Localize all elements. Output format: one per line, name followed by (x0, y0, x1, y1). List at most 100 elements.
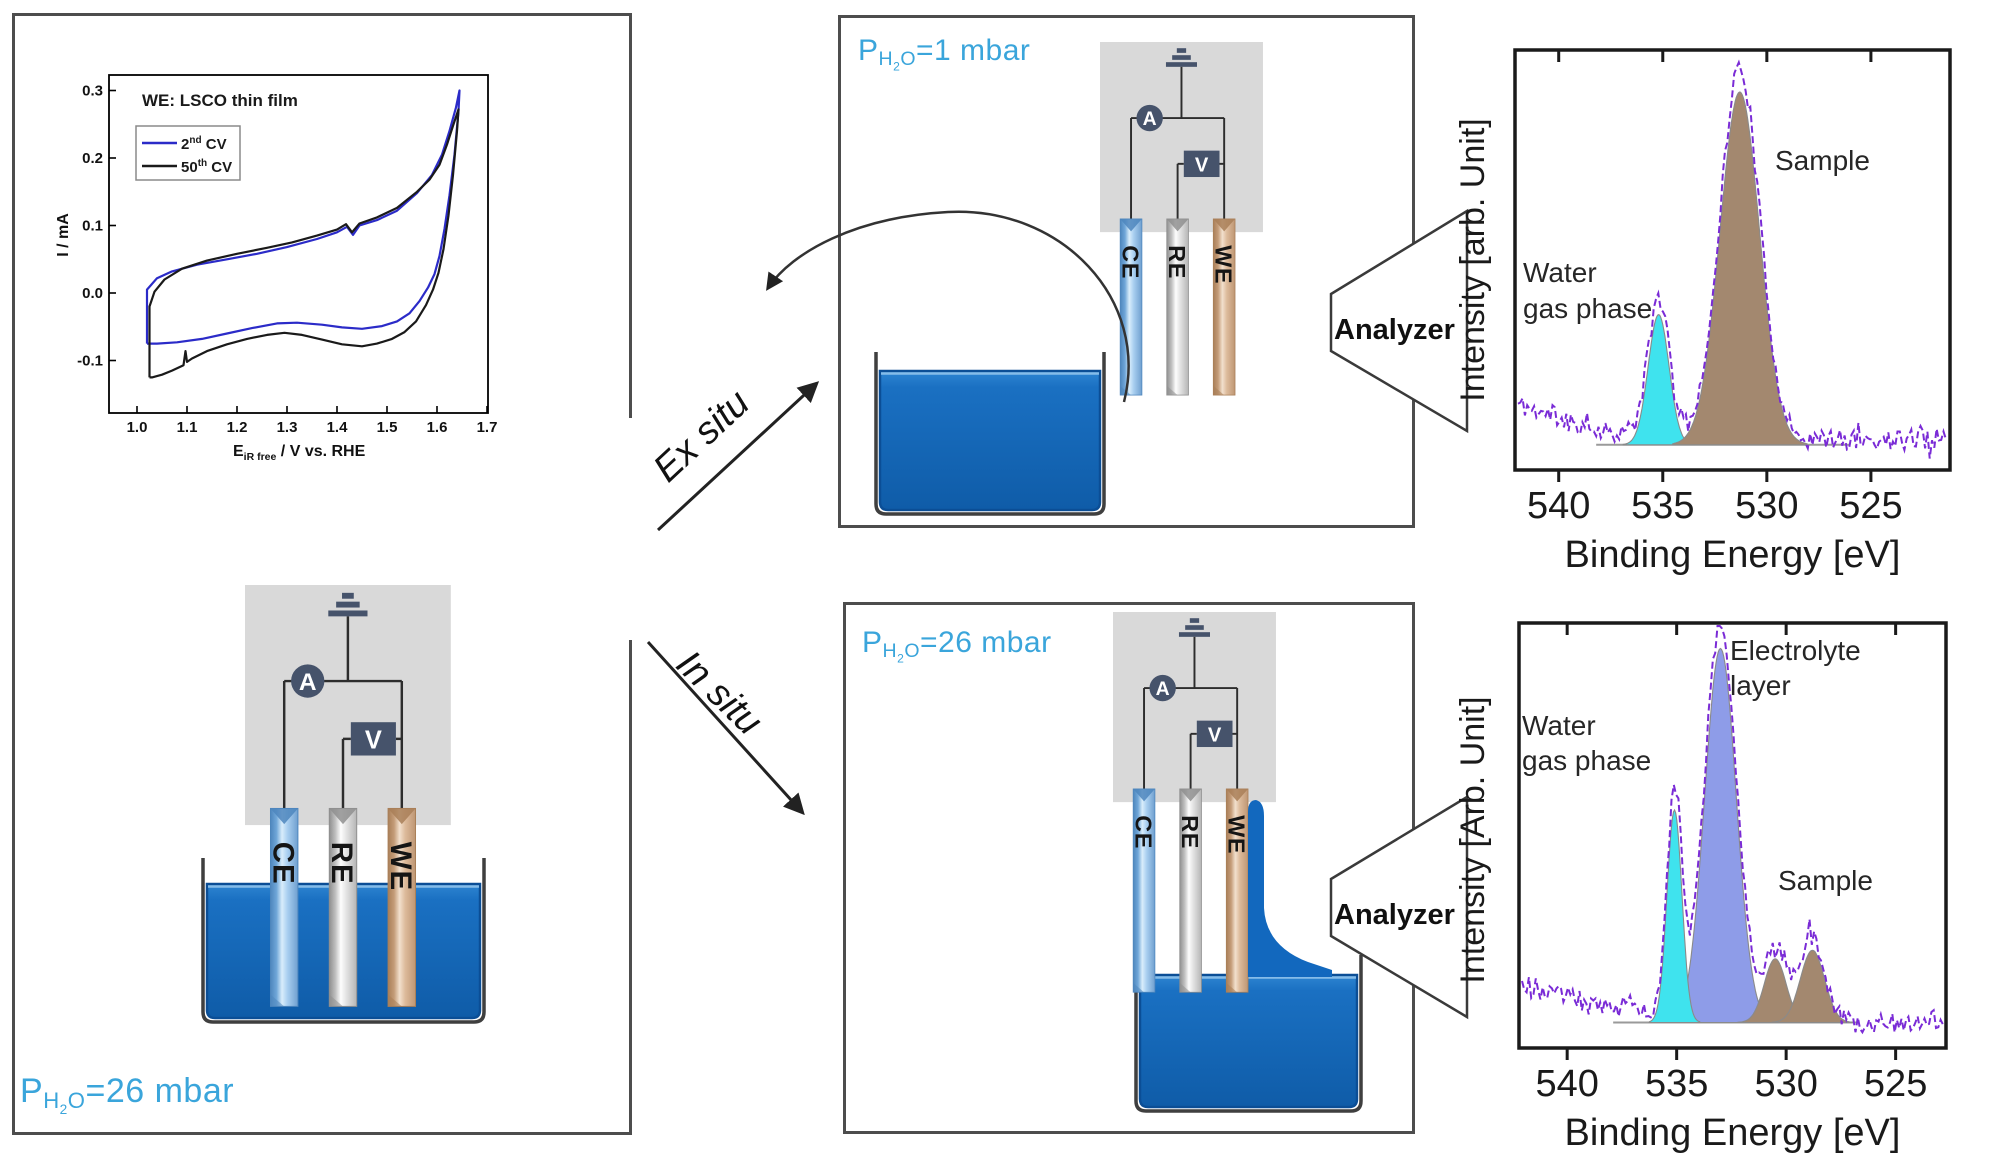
xps-annotation: Sample (1778, 865, 1873, 896)
xps-annotation: Water (1523, 257, 1597, 288)
ex-situ-arrow (656, 381, 820, 532)
electrode-body (328, 807, 358, 1007)
ammeter-icon (1136, 104, 1163, 132)
ammeter-label: A (1143, 108, 1157, 130)
re-electrode: RE (325, 807, 358, 1007)
analyzer-funnel-bottom (1329, 794, 1469, 1020)
xps-envelope (1517, 59, 1947, 459)
cv-legend-label: 50th CV (181, 158, 232, 176)
xps-frame (1517, 621, 1948, 1050)
electrode-body (1132, 788, 1156, 993)
analyzer-funnel-top (1329, 208, 1469, 434)
cv-x-tick-label: 1.3 (277, 419, 298, 436)
ground-icon (1165, 48, 1197, 67)
xps-x-tick-label: 535 (1631, 485, 1694, 527)
cv-frame (108, 74, 489, 414)
electrode-tip-bevel (1226, 788, 1249, 802)
we-meniscus (1248, 800, 1332, 977)
xps-chart-ex-situ: 540 535 530 525 Binding Energy [eV] Intensity… (1454, 48, 1952, 576)
electrolyte-liquid (1138, 973, 1359, 1109)
xps-x-tick-label: 525 (1839, 485, 1902, 527)
ground-icon (328, 592, 368, 617)
electrode-bottom-bevel (270, 994, 285, 1007)
cv-x-tick-label: 1.2 (227, 419, 248, 436)
xps-annotation: Sample (1775, 145, 1870, 176)
xps-peak-fill (1622, 313, 1695, 446)
cv-y-tick-label: 0.0 (82, 285, 103, 302)
cell-ex-situ: A V CE RE WE (1100, 42, 1263, 396)
pressure-sub-h: H (43, 1088, 60, 1114)
xps-chart-in-situ: 540 535 530 525 Binding Energy [eV] Intensity… (1454, 621, 1948, 1154)
beaker-in-situ (1134, 955, 1363, 1113)
cv-y-tick-label: 0.2 (82, 150, 103, 167)
cell-left: A V CE RE WE (245, 585, 451, 1007)
electrode-tip-bevel (1120, 218, 1142, 232)
we-electrode: WE (1224, 788, 1250, 993)
pressure-label-ex-situ: PH2O=1 mbar (858, 34, 1030, 74)
pressure-label-left-panel: PH2O=26 mbar (20, 1072, 234, 1117)
ce-electrode: CE (1131, 788, 1157, 993)
ammeter-icon (1149, 674, 1176, 702)
beaker-walls (201, 858, 486, 1024)
electrode-body (387, 807, 417, 1007)
xps-x-tick-label: 525 (1864, 1063, 1927, 1105)
ammeter-label: A (1156, 678, 1170, 700)
beaker-walls (1134, 955, 1363, 1113)
pressure-value: =1 mbar (916, 34, 1031, 67)
pressure-value: =26 mbar (920, 626, 1052, 659)
xps-annotation: layer (1730, 670, 1791, 701)
pressure-sub-2: 2 (893, 59, 901, 74)
cv-y-tick-label: -0.1 (77, 353, 103, 370)
ce-electrode: CE (266, 807, 299, 1007)
xps-y-axis-label: Intensity [arb. Unit] (1454, 118, 1492, 401)
xps-annotation: gas phase (1523, 293, 1652, 324)
voltmeter-icon (1196, 720, 1233, 748)
xps-x-tick-label: 540 (1527, 485, 1590, 527)
voltmeter-label: V (1208, 725, 1222, 747)
cv-x-tick-label: 1.4 (327, 419, 349, 436)
voltmeter-icon (350, 722, 396, 756)
cv-title: WE: LSCO thin film (142, 91, 298, 110)
electrode-body (269, 807, 299, 1007)
xps-peak-fill (1671, 91, 1808, 446)
pressure-sub-o: O (904, 640, 920, 663)
xps-annotation: gas phase (1522, 745, 1651, 776)
xps-envelope (1521, 625, 1944, 1035)
cv-y-tick-label: 0.1 (82, 218, 103, 235)
analyzer-label-bottom: Analyzer (1334, 899, 1455, 931)
electrode-bottom-bevel (388, 994, 402, 1007)
ground-icon (1178, 618, 1210, 637)
cv-x-tick-label: 1.1 (177, 419, 198, 436)
voltmeter-icon (1183, 150, 1220, 178)
electrode-label: RE (1164, 245, 1190, 279)
voltmeter-label: V (1195, 155, 1209, 177)
in-situ-arrow (646, 640, 805, 816)
electrode-label: CE (1118, 245, 1144, 279)
pressure-value: =26 mbar (85, 1072, 235, 1110)
pressure-label-in-situ: PH2O=26 mbar (862, 626, 1052, 666)
xps-annotation: Water (1522, 710, 1596, 741)
electrode-label: WE (1211, 245, 1237, 284)
cv-legend-box (135, 125, 241, 181)
pressure-symbol: P (20, 1072, 44, 1110)
xps-x-tick-label: 535 (1645, 1063, 1708, 1105)
xps-annotation: Electrolyte (1730, 635, 1861, 666)
cv-series-50th-cv (148, 108, 460, 379)
electrode-tip-bevel (1166, 218, 1189, 232)
pressure-sub-2: 2 (59, 1102, 68, 1118)
electrode-tip-bevel (329, 808, 357, 825)
ammeter-label: A (299, 669, 317, 696)
xps-frame (1513, 48, 1952, 472)
pressure-sub-o: O (900, 48, 916, 71)
electrode-label: WE (384, 842, 417, 891)
pressure-symbol: P (858, 34, 879, 67)
electrode-bottom-bevel (1133, 982, 1145, 993)
beaker-ex-situ (874, 352, 1106, 516)
ammeter-icon (291, 664, 325, 698)
electrode-tip-bevel (1179, 788, 1202, 802)
pressure-symbol: P (862, 626, 883, 659)
re-electrode: RE (1177, 788, 1203, 993)
pressure-sub-2: 2 (897, 651, 905, 666)
xps-peak-fill (1771, 949, 1854, 1024)
electrode-tip-bevel (270, 808, 298, 825)
